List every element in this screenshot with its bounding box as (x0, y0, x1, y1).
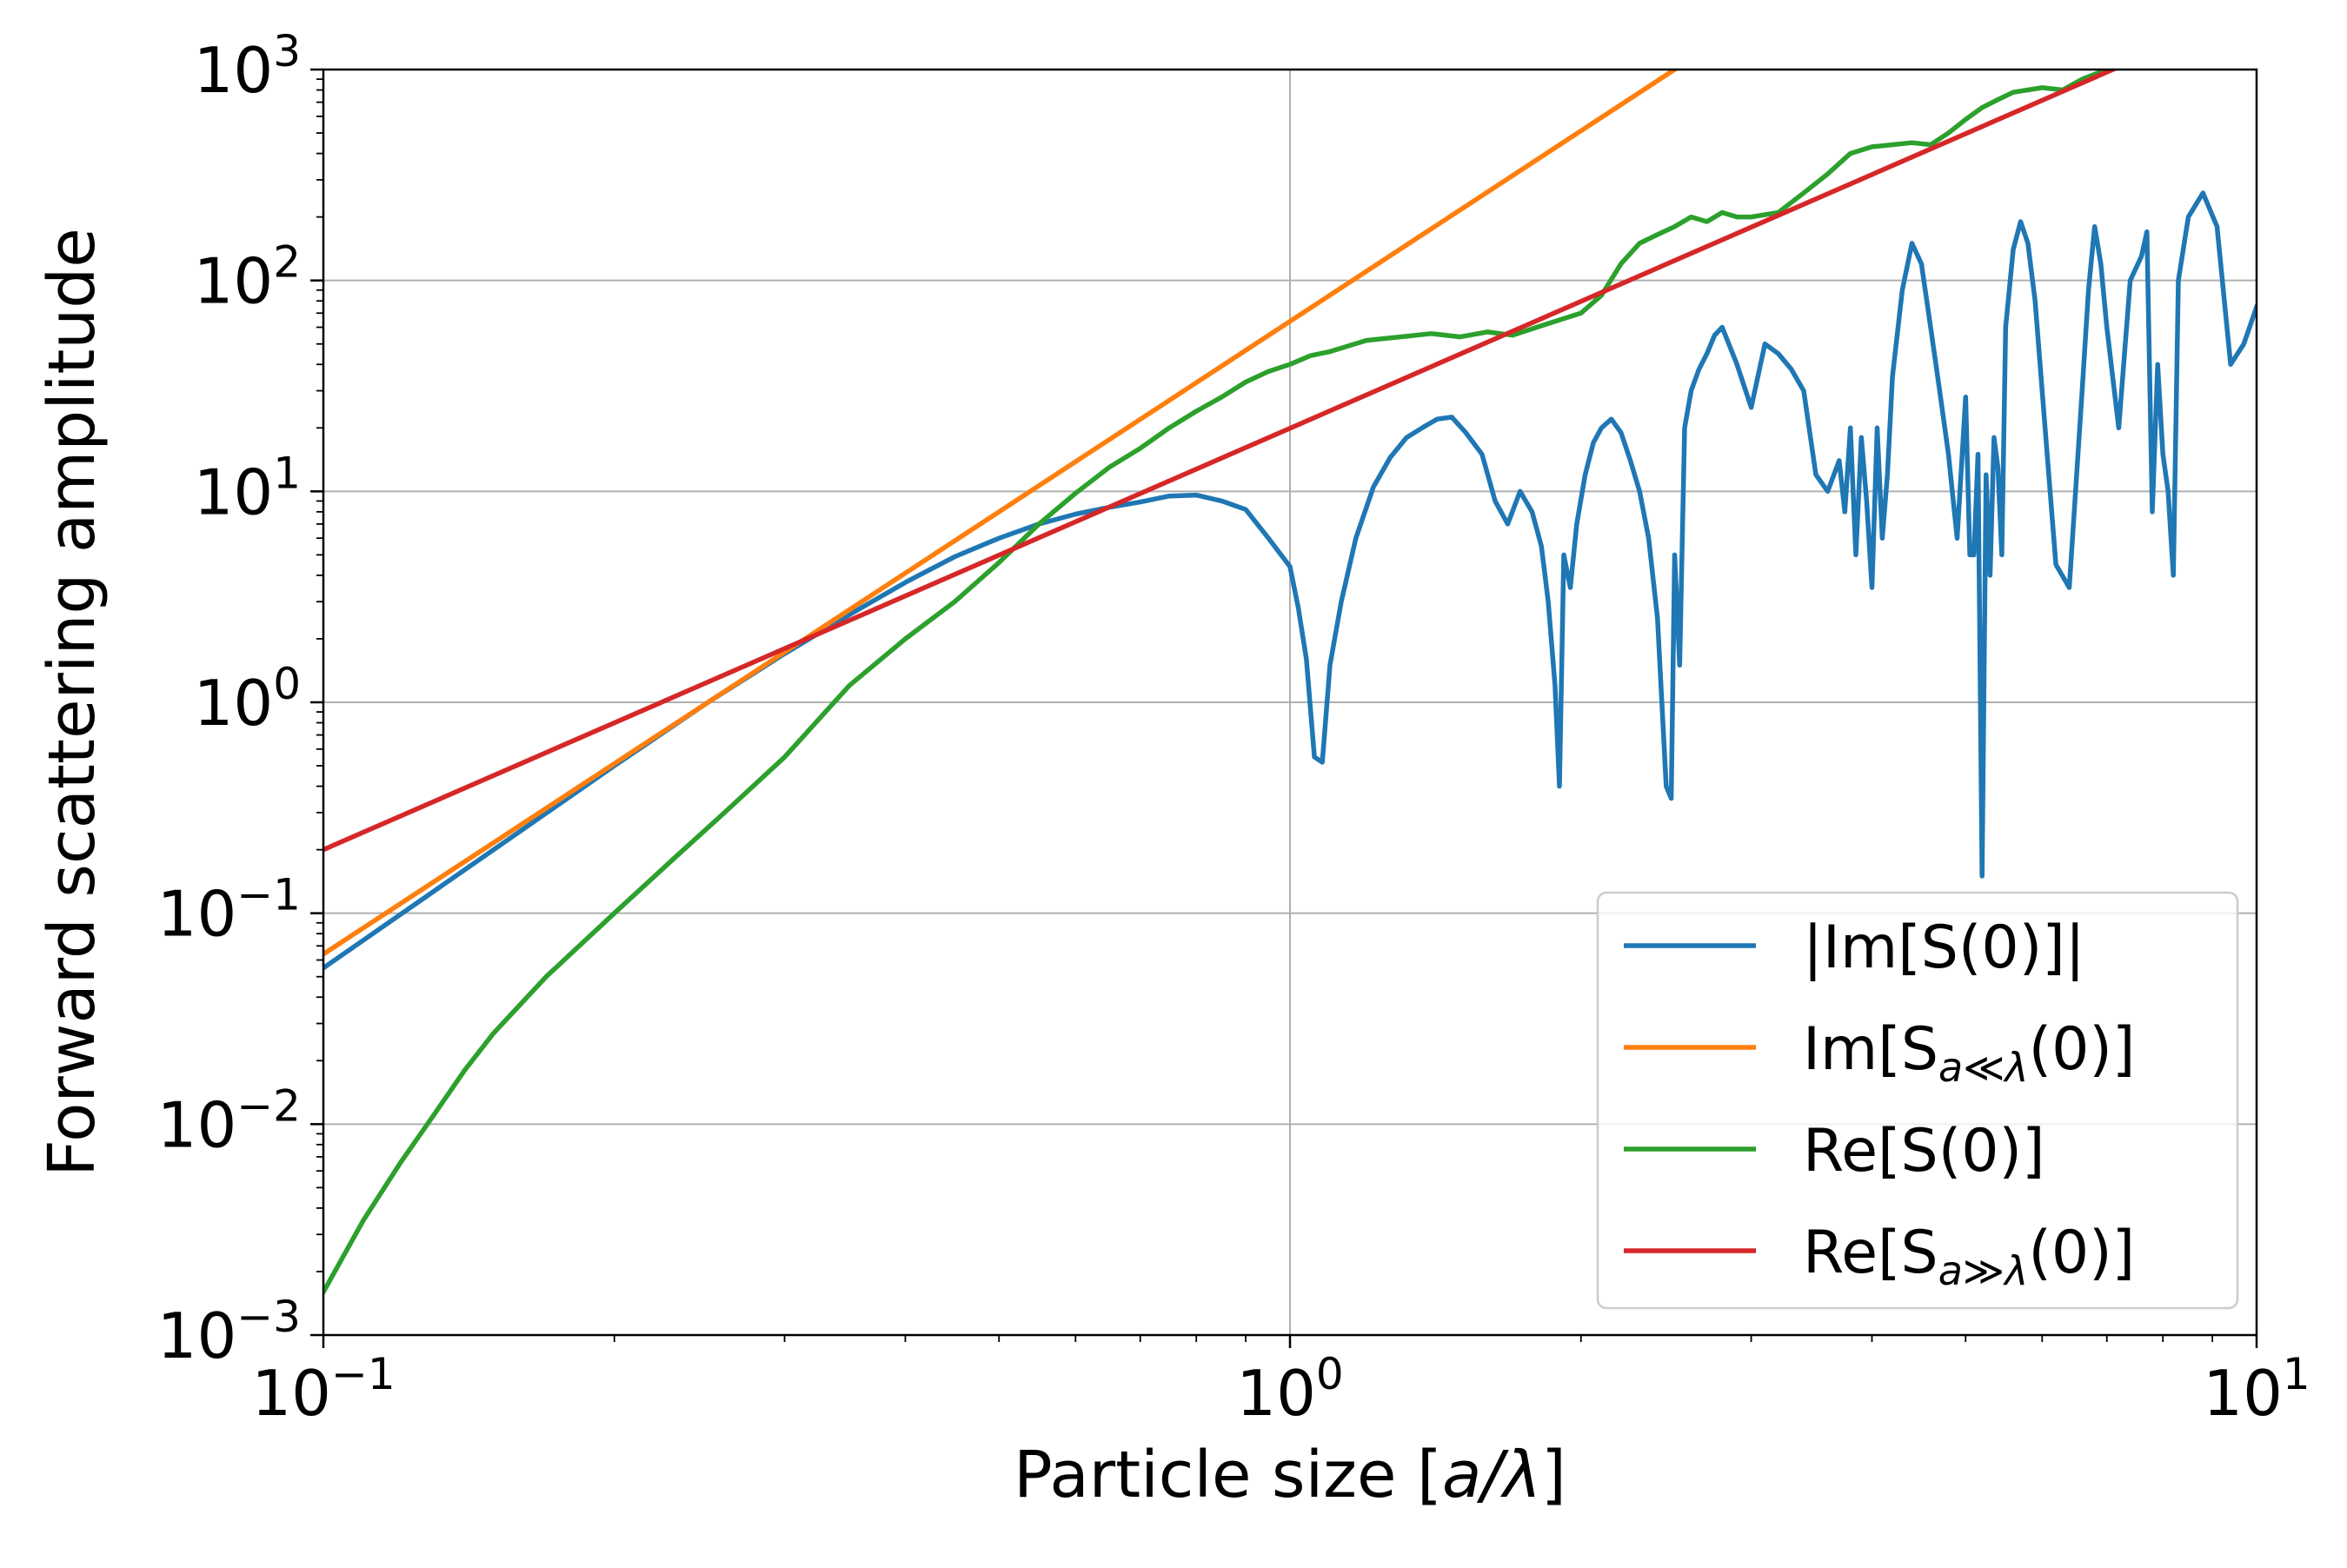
x-axis-label: Particle size [a/λ] (1014, 1438, 1566, 1512)
grid-lines (323, 70, 2257, 1335)
minor-ticks (316, 78, 2214, 1342)
tick-labels: 10−1 100 101 10−3 10−2 10−1 100 101 102 103 (157, 26, 2310, 1430)
major-ticks (310, 68, 2258, 1348)
x-tick-label: 100 (1236, 1349, 1343, 1430)
y-axis-label: Forward scattering amplitude (35, 228, 110, 1177)
y-tick-label: 10−2 (157, 1080, 301, 1161)
y-tick-label: 10−1 (157, 870, 301, 951)
series-line-0 (323, 190, 2257, 972)
legend-label-1: Im[Sa≪λ(0)] (1803, 1015, 2135, 1091)
y-tick-label: 100 (194, 659, 301, 740)
series-line-3 (323, 70, 2117, 853)
x-tick-label: 101 (2203, 1349, 2310, 1430)
x-tick-label: 10−1 (251, 1349, 395, 1430)
legend-label-2: Re[S(0)] (1803, 1117, 2045, 1186)
series-lines (323, 70, 2257, 1296)
y-tick-label: 103 (194, 26, 301, 107)
series-line-2 (323, 70, 2111, 1296)
legend-box (1596, 891, 2239, 1310)
legend: |Im[S(0)]| Im[Sa≪λ(0)] Re[S(0)] Re[Sa≫λ(0)] (1596, 891, 2239, 1310)
legend-label-0: |Im[S(0)]| (1803, 914, 2085, 982)
y-tick-label: 101 (194, 448, 301, 528)
y-tick-label: 102 (194, 237, 301, 318)
legend-label-3: Re[Sa≫λ(0)] (1803, 1219, 2135, 1294)
y-tick-label: 10−3 (157, 1292, 301, 1372)
series-line-1 (323, 70, 1679, 957)
